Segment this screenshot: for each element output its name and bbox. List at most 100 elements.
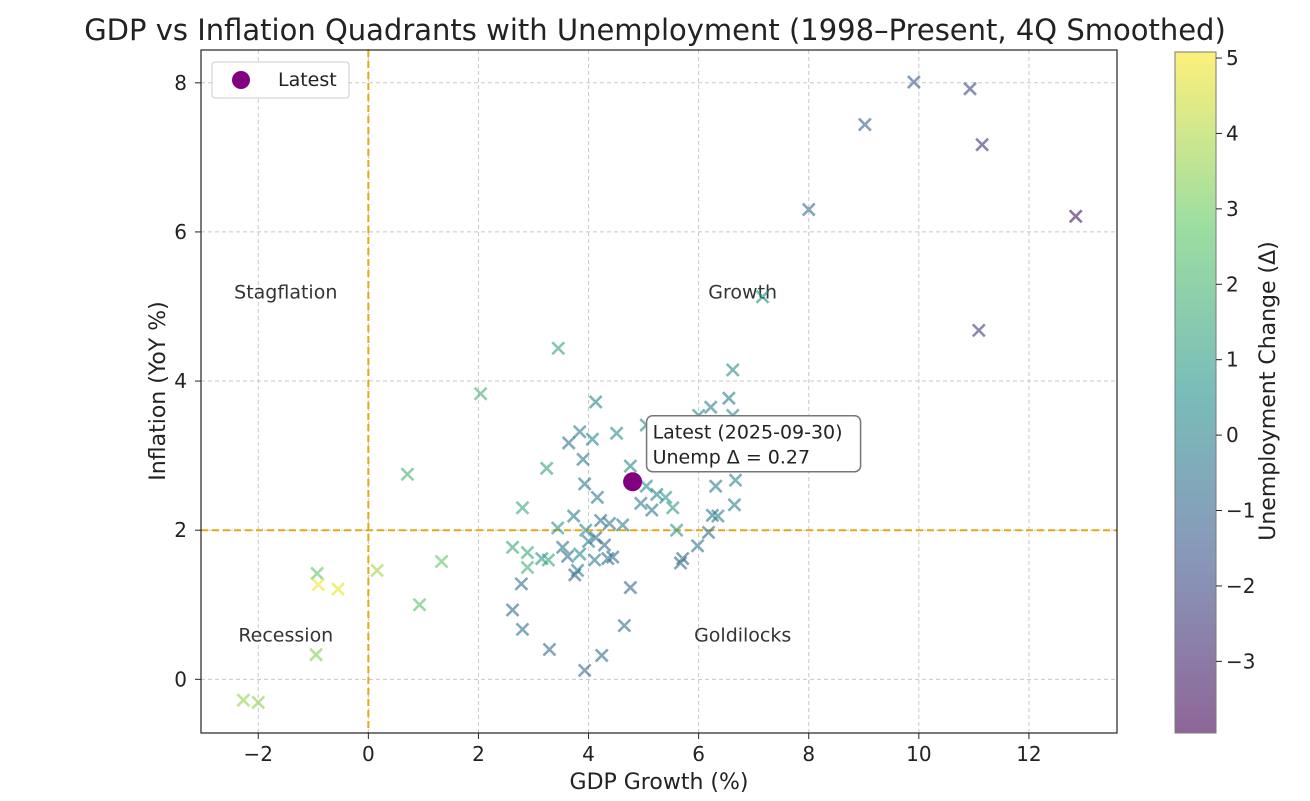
x-marker [701,525,716,540]
x-marker [725,362,740,377]
data-point [550,521,565,535]
x-marker [581,534,596,549]
data-point [331,582,345,597]
colorbar-tick-label: −2 [1226,574,1255,598]
x-marker [585,432,600,447]
data-point [560,549,575,564]
x-marker [588,395,603,409]
data-point [669,523,684,538]
x-marker [755,289,770,304]
data-point [593,513,608,528]
x-marker [971,323,986,338]
data-point [505,540,520,555]
x-marker [515,622,530,637]
data-point [801,202,816,217]
x-marker [594,648,609,663]
x-marker [561,436,576,450]
x-marker [710,509,725,523]
x-marker [576,452,590,467]
annotation-box [645,414,862,473]
x-tick-label: 12 [1016,742,1041,766]
x-marker [673,556,688,570]
data-point [755,289,770,304]
data-point [561,436,576,450]
data-point [576,452,590,467]
data-point [539,461,554,476]
x-marker [975,137,990,152]
plot-frame [200,49,1118,734]
y-tick-label: 2 [174,518,187,542]
data-point [617,618,632,633]
x-marker [541,553,556,567]
colorbar-gradient [1174,51,1217,734]
data-point [963,81,977,96]
x-marker [665,500,680,515]
x-marker [551,341,566,356]
x-marker [615,518,630,532]
data-point [725,362,740,377]
legend-box [211,61,350,99]
x-marker [728,473,743,488]
data-point [727,497,742,512]
data-point [555,540,570,555]
x-marker [590,490,605,505]
data-point [578,523,593,538]
data-point [251,695,266,710]
colorbar-tick-label: 4 [1226,121,1239,145]
data-point [514,576,529,591]
x-tick-label: 4 [582,742,595,766]
y-tick-label: 6 [174,220,187,244]
legend-marker [232,71,250,89]
data-point [975,137,990,152]
colorbar-tick-label: 2 [1226,272,1239,296]
data-point [572,424,587,439]
data-point [721,391,736,406]
latest-point [623,472,643,492]
x-marker [309,647,323,662]
data-point [708,479,723,494]
data-point [857,117,872,132]
data-point [703,400,718,415]
data-point [710,509,725,523]
chart-title: GDP vs Inflation Quadrants with Unemploy… [84,13,1226,47]
data-point [541,553,556,567]
data-point [590,490,605,505]
x-marker [658,490,673,505]
x-marker [963,81,977,96]
data-point [311,577,326,592]
colorbar-tick-label: −3 [1226,649,1255,673]
x-marker [434,554,449,569]
x-marker [721,391,736,406]
y-tick-label: 8 [174,71,187,95]
legend: Latest [211,61,350,99]
x-tick-label: 6 [692,742,705,766]
x-marker [577,663,592,678]
x-marker [236,693,251,708]
data-point [505,603,520,617]
data-point [644,503,659,517]
x-marker [515,500,530,515]
data-point [520,560,535,575]
data-point [690,538,705,553]
annotation-date: Latest (2025-09-30) [653,422,843,444]
x-marker [370,563,385,578]
y-axis-label: Inflation (YoY %) [146,301,171,480]
data-point [701,525,716,540]
x-marker [593,513,608,528]
x-marker [400,467,415,482]
data-point [581,534,596,549]
data-point [605,550,620,564]
x-marker [505,603,520,617]
x-marker [567,568,582,582]
colorbar: −3 −2 −1 0 1 2 3 4 5 Unemployment Change (Δ) [1174,46,1281,734]
x-marker [597,538,612,553]
x-marker [566,509,581,523]
data-point [515,622,530,637]
data-point [566,509,581,523]
data-point [577,663,592,678]
data-point [542,642,557,657]
x-marker [310,566,325,581]
quadrant-label-recession: Recession [238,625,333,647]
data-point [588,395,603,409]
x-marker [649,487,664,502]
